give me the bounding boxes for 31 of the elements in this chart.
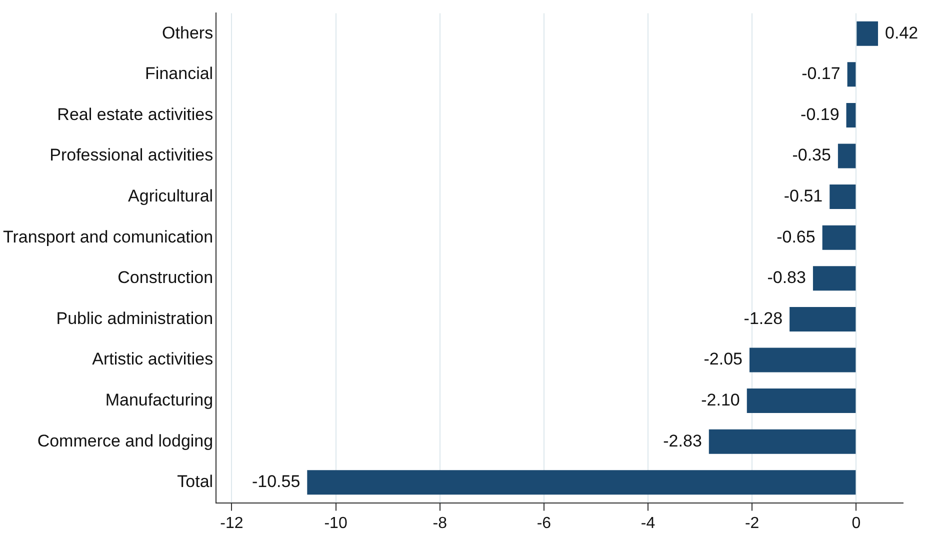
y-tick-label: Agricultural bbox=[128, 186, 214, 206]
y-tick-label: Total bbox=[177, 472, 214, 492]
y-tick-label: Others bbox=[162, 23, 214, 42]
x-tick-label: 0 bbox=[852, 514, 861, 532]
x-tick-label: -2 bbox=[744, 514, 760, 532]
data-label: -2.10 bbox=[701, 390, 740, 410]
y-tick-label: Manufacturing bbox=[105, 390, 214, 410]
x-tick-label: -12 bbox=[220, 514, 244, 532]
y-tick-label: Transport and comunication bbox=[3, 227, 214, 246]
y-tick-label: Construction bbox=[118, 268, 214, 288]
y-tick-label: Public administration bbox=[56, 308, 214, 328]
x-tick-label: -8 bbox=[432, 514, 448, 532]
data-label: -0.65 bbox=[776, 227, 816, 246]
y-tick-label: Financial bbox=[145, 64, 214, 84]
y-tick-label: Professional activities bbox=[50, 146, 214, 165]
data-label: -1.28 bbox=[744, 308, 783, 328]
x-tick-label: -4 bbox=[640, 514, 656, 532]
data-label: -0.19 bbox=[800, 104, 840, 124]
data-label: -0.51 bbox=[784, 186, 823, 206]
data-label: 0.42 bbox=[885, 23, 918, 42]
x-tick-label: -10 bbox=[324, 514, 348, 532]
data-label: -0.17 bbox=[802, 64, 840, 84]
data-label: -2.05 bbox=[704, 350, 742, 369]
y-tick-label: Artistic activities bbox=[92, 350, 214, 369]
data-label: -2.83 bbox=[663, 431, 702, 450]
data-label: -10.55 bbox=[252, 472, 300, 492]
data-label: -0.35 bbox=[792, 146, 831, 165]
y-tick-label: Real estate activities bbox=[57, 104, 214, 124]
x-tick-label: -6 bbox=[536, 514, 552, 532]
data-label: -0.83 bbox=[767, 268, 806, 288]
y-tick-label: Commerce and lodging bbox=[37, 431, 214, 450]
